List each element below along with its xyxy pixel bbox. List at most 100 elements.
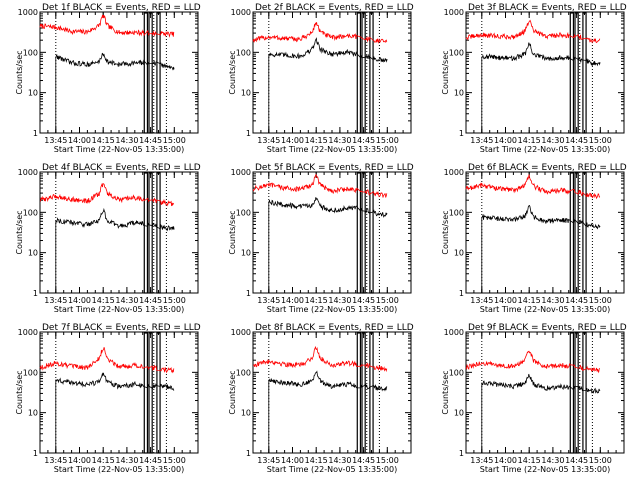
- data-gap-marker: [143, 332, 149, 454]
- panel-title: Det 7f BLACK = Events, RED = LLD: [42, 323, 201, 333]
- panel-4: Det 4f BLACK = Events, RED = LLD 1 10 100 10…: [15, 163, 201, 314]
- events-series-line: [55, 372, 175, 453]
- panel-3: Det 3f BLACK = Events, RED = LLD 1 10 100 10…: [441, 3, 627, 154]
- x-tick-label: 14:30: [541, 136, 564, 145]
- y-axis-label: Counts/sec: [15, 50, 24, 94]
- y-tick-label: 10: [28, 409, 38, 418]
- lld-series-line: [465, 19, 601, 44]
- y-tick-label: 1: [459, 289, 464, 298]
- y-tick-label: 10: [241, 249, 251, 258]
- plot-frame: [465, 331, 625, 454]
- x-tick-label: 14:30: [328, 456, 351, 465]
- y-tick-label: 1: [459, 449, 464, 458]
- y-tick-label: 1: [246, 449, 251, 458]
- events-series-line: [481, 204, 601, 293]
- panel-5: Det 5f BLACK = Events, RED = LLD 1 10 100 10…: [228, 163, 414, 314]
- x-tick-label: 15:00: [589, 296, 612, 305]
- x-axis-label: Start Time (22-Nov-05 13:35:00): [480, 305, 610, 314]
- panel-title: Det 8f BLACK = Events, RED = LLD: [255, 323, 414, 333]
- y-tick-label: 1000: [231, 328, 251, 337]
- x-tick-label: 14:45: [352, 136, 375, 145]
- y-tick-label: 1: [33, 449, 38, 458]
- x-axis-label: Start Time (22-Nov-05 13:35:00): [54, 465, 184, 474]
- y-axis-label: Counts/sec: [228, 50, 237, 94]
- x-axis-label: Start Time (22-Nov-05 13:35:00): [267, 145, 397, 154]
- x-tick-label: 14:15: [92, 296, 115, 305]
- x-tick-label: 14:30: [115, 296, 138, 305]
- y-tick-label: 100: [236, 208, 251, 217]
- panel-1: Det 1f BLACK = Events, RED = LLD 1 10 100 10…: [15, 3, 201, 154]
- x-tick-label: 14:30: [328, 136, 351, 145]
- x-tick-label: 14:00: [68, 296, 91, 305]
- x-tick-label: 13:45: [257, 456, 280, 465]
- y-axis-label: Counts/sec: [228, 370, 237, 414]
- data-gap-marker: [148, 12, 153, 134]
- x-tick-label: 14:15: [92, 456, 115, 465]
- x-tick-label: 13:45: [44, 136, 67, 145]
- y-axis-label: Counts/sec: [15, 210, 24, 254]
- x-tick-label: 14:30: [328, 296, 351, 305]
- y-tick-label: 1000: [18, 168, 38, 177]
- data-gap-marker: [156, 172, 161, 294]
- lld-series-line: [252, 173, 388, 198]
- x-tick-label: 14:15: [305, 136, 328, 145]
- lld-series-line: [39, 182, 175, 207]
- lld-series-line: [252, 22, 388, 44]
- plot-frame: [252, 11, 412, 134]
- plot-frame: [252, 331, 412, 454]
- x-tick-label: 13:45: [470, 456, 493, 465]
- data-gap-marker: [148, 332, 153, 454]
- x-tick-label: 14:45: [139, 296, 162, 305]
- x-tick-label: 14:45: [565, 456, 588, 465]
- x-tick-label: 14:45: [352, 456, 375, 465]
- data-gap-marker: [574, 332, 579, 454]
- panel-9: Det 9f BLACK = Events, RED = LLD 1 10 100 10…: [441, 323, 627, 474]
- y-tick-label: 100: [236, 48, 251, 57]
- lld-series-line: [465, 174, 601, 200]
- panel-title: Det 5f BLACK = Events, RED = LLD: [255, 163, 414, 173]
- y-tick-label: 1000: [444, 8, 464, 17]
- x-tick-label: 14:45: [565, 136, 588, 145]
- x-tick-label: 14:00: [281, 136, 304, 145]
- x-tick-label: 14:15: [305, 296, 328, 305]
- x-tick-label: 13:45: [257, 296, 280, 305]
- x-tick-label: 13:45: [470, 136, 493, 145]
- x-tick-label: 13:45: [470, 296, 493, 305]
- data-gap-marker: [369, 172, 374, 294]
- data-gap-marker: [361, 172, 366, 294]
- y-tick-label: 1000: [18, 8, 38, 17]
- data-gap-marker: [156, 332, 161, 454]
- data-gap-marker: [143, 172, 149, 294]
- data-gap-marker: [369, 332, 374, 454]
- panel-7: Det 7f BLACK = Events, RED = LLD 1 10 100 10…: [15, 323, 201, 474]
- plot-frame: [39, 331, 199, 454]
- x-tick-label: 14:00: [281, 456, 304, 465]
- x-tick-label: 14:45: [139, 456, 162, 465]
- data-gap-marker: [574, 12, 579, 134]
- lld-series-line: [39, 347, 175, 374]
- events-series-line: [481, 373, 601, 453]
- plot-frame: [465, 11, 625, 134]
- y-tick-label: 100: [236, 368, 251, 377]
- y-tick-label: 100: [23, 368, 38, 377]
- lld-series-line: [252, 345, 388, 373]
- panel-8: Det 8f BLACK = Events, RED = LLD 1 10 100 10…: [228, 323, 414, 474]
- y-tick-label: 100: [449, 48, 464, 57]
- y-tick-label: 1000: [444, 168, 464, 177]
- x-axis-label: Start Time (22-Nov-05 13:35:00): [54, 145, 184, 154]
- x-tick-label: 14:00: [68, 136, 91, 145]
- x-axis-label: Start Time (22-Nov-05 13:35:00): [267, 305, 397, 314]
- x-tick-label: 15:00: [163, 296, 186, 305]
- data-gap-marker: [574, 172, 579, 294]
- plot-frame: [39, 171, 199, 294]
- x-tick-label: 14:00: [68, 456, 91, 465]
- y-tick-label: 1: [246, 129, 251, 138]
- y-tick-label: 10: [28, 249, 38, 258]
- x-tick-label: 14:15: [305, 456, 328, 465]
- y-axis-label: Counts/sec: [441, 370, 450, 414]
- panel-title: Det 3f BLACK = Events, RED = LLD: [468, 3, 627, 13]
- y-tick-label: 100: [449, 208, 464, 217]
- x-tick-label: 15:00: [376, 456, 399, 465]
- data-gap-marker: [156, 12, 161, 134]
